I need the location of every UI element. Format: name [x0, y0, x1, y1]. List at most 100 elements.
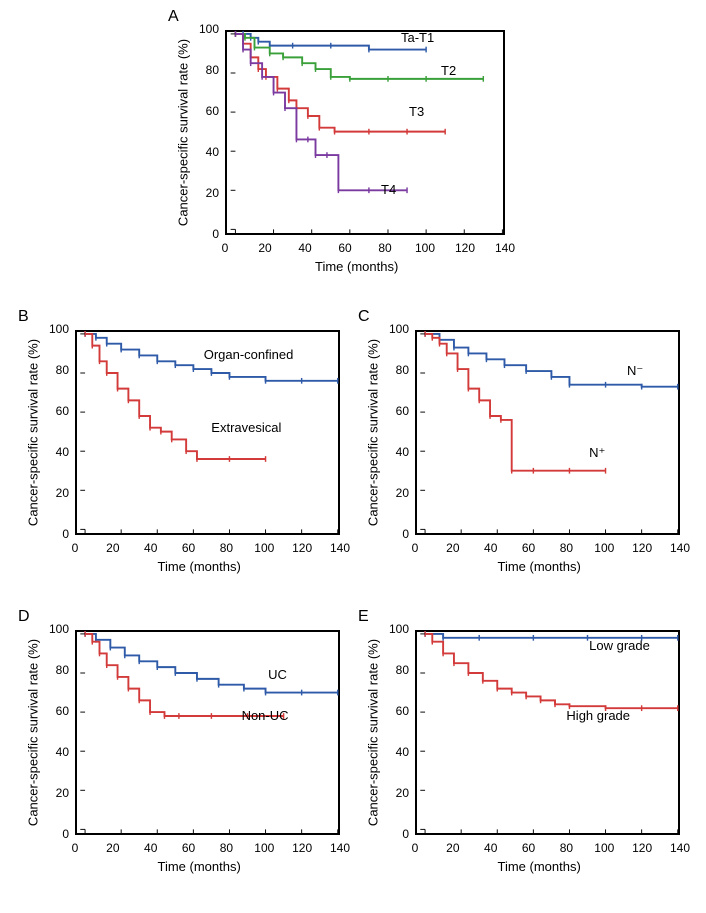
xtick-label: 60	[175, 841, 203, 855]
panel-label: D	[18, 608, 30, 626]
ytick-label: 0	[43, 827, 69, 841]
xtick-label: 100	[411, 241, 439, 255]
ytick-label: 100	[193, 22, 219, 36]
xtick-label: 140	[326, 541, 354, 555]
xtick-label: 100	[250, 541, 278, 555]
series-label: UC	[268, 667, 287, 682]
ytick-label: 100	[43, 322, 69, 336]
xtick-label: 100	[590, 541, 618, 555]
ytick-label: 60	[383, 404, 409, 418]
ytick-label: 100	[43, 622, 69, 636]
xtick-label: 80	[212, 841, 240, 855]
ylabel: Cancer-specific survival rate (%)	[366, 632, 381, 832]
ytick-label: 0	[193, 227, 219, 241]
series-label: Ta-T1	[401, 30, 434, 45]
xtick-label: 100	[590, 841, 618, 855]
ytick-label: 40	[383, 745, 409, 759]
xlabel: Time (months)	[498, 559, 581, 574]
series-label: N⁻	[627, 363, 643, 379]
xtick-label: 0	[61, 841, 89, 855]
ylabel: Cancer-specific survival rate (%)	[26, 332, 41, 532]
xtick-label: 0	[211, 241, 239, 255]
xtick-label: 40	[137, 541, 165, 555]
xtick-label: 140	[491, 241, 519, 255]
xtick-label: 80	[212, 541, 240, 555]
xtick-label: 20	[439, 841, 467, 855]
series-label: T4	[381, 182, 396, 197]
ytick-label: 0	[43, 527, 69, 541]
ytick-label: 80	[383, 363, 409, 377]
series-label: N⁺	[589, 445, 605, 461]
xtick-label: 40	[291, 241, 319, 255]
xtick-label: 60	[175, 541, 203, 555]
xlabel: Time (months)	[315, 259, 398, 274]
panel-label: B	[18, 308, 29, 326]
xtick-label: 20	[251, 241, 279, 255]
xtick-label: 0	[61, 541, 89, 555]
ytick-label: 80	[193, 63, 219, 77]
xtick-label: 140	[666, 541, 694, 555]
xtick-label: 40	[477, 541, 505, 555]
xtick-label: 60	[515, 541, 543, 555]
series-label: Low grade	[589, 638, 650, 653]
chart-box	[75, 630, 340, 835]
ytick-label: 100	[383, 322, 409, 336]
xtick-label: 20	[439, 541, 467, 555]
ylabel: Cancer-specific survival rate (%)	[366, 332, 381, 532]
xtick-label: 120	[288, 541, 316, 555]
ytick-label: 20	[383, 786, 409, 800]
series-label: T3	[409, 104, 424, 119]
ytick-label: 40	[43, 745, 69, 759]
ytick-label: 80	[43, 363, 69, 377]
series-label: Non-UC	[242, 708, 289, 723]
xtick-label: 120	[451, 241, 479, 255]
ytick-label: 60	[43, 704, 69, 718]
ytick-label: 40	[193, 145, 219, 159]
ytick-label: 20	[43, 786, 69, 800]
xlabel: Time (months)	[158, 559, 241, 574]
ytick-label: 20	[383, 486, 409, 500]
ytick-label: 20	[193, 186, 219, 200]
xtick-label: 40	[477, 841, 505, 855]
ytick-label: 100	[383, 622, 409, 636]
xtick-label: 0	[401, 841, 429, 855]
xtick-label: 120	[628, 541, 656, 555]
series-label: T2	[441, 63, 456, 78]
xtick-label: 120	[628, 841, 656, 855]
ytick-label: 60	[383, 704, 409, 718]
chart-box	[415, 330, 680, 535]
xtick-label: 80	[371, 241, 399, 255]
panel-label: E	[358, 608, 369, 626]
xtick-label: 80	[552, 841, 580, 855]
ytick-label: 60	[43, 404, 69, 418]
xtick-label: 100	[250, 841, 278, 855]
xtick-label: 60	[331, 241, 359, 255]
panel-label: C	[358, 308, 370, 326]
ylabel: Cancer-specific survival rate (%)	[26, 632, 41, 832]
series-label: Organ-confined	[204, 347, 294, 362]
xtick-label: 80	[552, 541, 580, 555]
xtick-label: 20	[99, 541, 127, 555]
ylabel: Cancer-specific survival rate (%)	[176, 32, 191, 232]
ytick-label: 80	[383, 663, 409, 677]
ytick-label: 60	[193, 104, 219, 118]
xlabel: Time (months)	[498, 859, 581, 874]
chart-box	[225, 30, 505, 235]
ytick-label: 40	[43, 445, 69, 459]
xtick-label: 40	[137, 841, 165, 855]
ytick-label: 40	[383, 445, 409, 459]
chart-box	[415, 630, 680, 835]
ytick-label: 80	[43, 663, 69, 677]
xtick-label: 20	[99, 841, 127, 855]
xtick-label: 0	[401, 541, 429, 555]
ytick-label: 0	[383, 827, 409, 841]
xtick-label: 120	[288, 841, 316, 855]
xlabel: Time (months)	[158, 859, 241, 874]
xtick-label: 140	[326, 841, 354, 855]
series-label: Extravesical	[211, 420, 281, 435]
xtick-label: 140	[666, 841, 694, 855]
ytick-label: 0	[383, 527, 409, 541]
panel-label: A	[168, 8, 179, 26]
xtick-label: 60	[515, 841, 543, 855]
ytick-label: 20	[43, 486, 69, 500]
